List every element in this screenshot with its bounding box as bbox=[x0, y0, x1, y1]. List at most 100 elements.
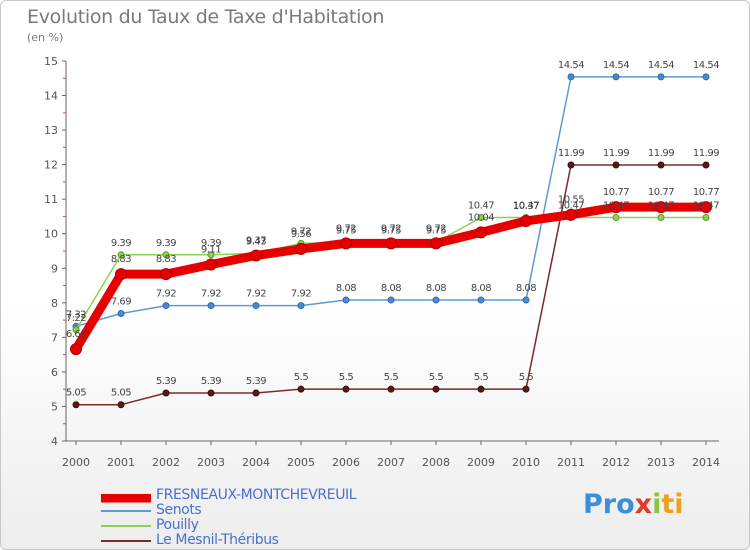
series-senots-point bbox=[252, 302, 260, 310]
x-tick-label: 2005 bbox=[287, 456, 315, 469]
series-le-mesnil-label: 5.5 bbox=[294, 372, 309, 383]
series-fresneaux-point bbox=[700, 201, 712, 214]
series-le-mesnil-label: 5.5 bbox=[384, 372, 399, 383]
series-fresneaux-label: 10.77 bbox=[648, 187, 674, 198]
series-le-mesnil-label: 5.5 bbox=[474, 372, 489, 383]
legend-label: Pouilly bbox=[156, 517, 199, 533]
series-le-mesnil-label: 5.39 bbox=[156, 376, 176, 387]
series-senots-label: 7.32 bbox=[66, 309, 86, 320]
series-le-mesnil-point bbox=[522, 385, 530, 393]
series-fresneaux-point bbox=[475, 226, 487, 239]
chart-title: Evolution du Taux de Taxe d'Habitation bbox=[27, 6, 385, 28]
series-le-mesnil-label: 5.39 bbox=[246, 376, 266, 387]
series-le-mesnil-point bbox=[567, 161, 575, 169]
series-senots-label: 8.08 bbox=[516, 283, 536, 294]
series-le-mesnil-point bbox=[612, 161, 620, 169]
series-fresneaux-point bbox=[250, 249, 262, 262]
series-le-mesnil-point bbox=[342, 385, 350, 393]
series-fresneaux-point bbox=[115, 268, 127, 281]
series-fresneaux-point bbox=[205, 258, 217, 271]
legend-item: FRESNEAUX-MONTCHEVREUIL bbox=[101, 487, 441, 503]
series-pouilly-point bbox=[207, 251, 215, 259]
series-pouilly-label: 9.39 bbox=[201, 238, 221, 249]
x-tick-label: 2006 bbox=[332, 456, 360, 469]
chart-legend: FRESNEAUX-MONTCHEVREUIL Senots Pouilly L… bbox=[101, 487, 441, 548]
x-tick-label: 2014 bbox=[692, 456, 720, 469]
x-tick-label: 2011 bbox=[557, 456, 585, 469]
y-tick-label: 11 bbox=[44, 193, 58, 206]
series-pouilly-label: 9.75 bbox=[336, 225, 356, 236]
series-le-mesnil-point bbox=[702, 161, 710, 169]
series-senots-point bbox=[432, 296, 440, 304]
series-fresneaux-point bbox=[565, 208, 577, 221]
series-fresneaux-point bbox=[295, 242, 307, 255]
series-senots-point bbox=[117, 310, 125, 318]
series-le-mesnil-point bbox=[162, 389, 170, 397]
series-fresneaux-label: 9.72 bbox=[426, 223, 446, 234]
y-tick-label: 15 bbox=[44, 55, 58, 68]
series-senots-point bbox=[387, 296, 395, 304]
series-le-mesnil-point bbox=[72, 401, 80, 409]
legend-swatch-1 bbox=[101, 494, 151, 503]
series-fresneaux-point bbox=[160, 268, 172, 281]
y-tick-label: 4 bbox=[51, 435, 58, 448]
series-le-mesnil-label: 5.5 bbox=[519, 372, 534, 383]
series-pouilly-point bbox=[612, 213, 620, 221]
series-senots-point bbox=[162, 302, 170, 310]
legend-item: Le Mesnil-Théribus bbox=[101, 532, 441, 548]
series-pouilly-label: 10.47 bbox=[468, 200, 494, 211]
series-le-mesnil-point bbox=[657, 161, 665, 169]
series-fresneaux-point bbox=[610, 201, 622, 214]
x-tick-label: 2009 bbox=[467, 456, 495, 469]
series-le-mesnil-label: 5.05 bbox=[111, 388, 131, 399]
series-le-mesnil-label: 11.99 bbox=[693, 148, 719, 159]
series-fresneaux-point bbox=[385, 237, 397, 250]
y-tick-label: 9 bbox=[51, 262, 58, 275]
series-senots-label: 8.08 bbox=[336, 283, 356, 294]
series-le-mesnil-point bbox=[117, 401, 125, 409]
chart-unit: (en %) bbox=[27, 31, 64, 44]
legend-swatch-2 bbox=[101, 510, 151, 512]
y-tick-label: 8 bbox=[51, 297, 58, 310]
series-senots-point bbox=[657, 73, 665, 81]
legend-label: FRESNEAUX-MONTCHEVREUIL bbox=[156, 487, 357, 503]
series-pouilly-label: 9.75 bbox=[381, 225, 401, 236]
series-fresneaux-point bbox=[520, 214, 532, 227]
y-tick-label: 5 bbox=[51, 400, 58, 413]
x-tick-label: 2002 bbox=[152, 456, 180, 469]
series-senots-label: 14.54 bbox=[693, 60, 719, 71]
series-le-mesnil-point bbox=[432, 385, 440, 393]
series-fresneaux-label: 6.66 bbox=[66, 329, 86, 340]
x-tick-label: 2007 bbox=[377, 456, 405, 469]
legend-swatch-3 bbox=[101, 525, 151, 527]
x-tick-label: 2003 bbox=[197, 456, 225, 469]
series-pouilly-label: 10.47 bbox=[648, 200, 674, 211]
series-fresneaux-point bbox=[340, 237, 352, 250]
series-pouilly-label: 10.47 bbox=[558, 200, 584, 211]
series-pouilly-label: 9.39 bbox=[111, 238, 131, 249]
series-le-mesnil-label: 5.05 bbox=[66, 388, 86, 399]
series-senots-point bbox=[342, 296, 350, 304]
x-tick-label: 2001 bbox=[107, 456, 135, 469]
series-le-mesnil-point bbox=[477, 385, 485, 393]
series-senots-point bbox=[207, 302, 215, 310]
y-tick-label: 10 bbox=[44, 228, 58, 241]
series-le-mesnil-label: 11.99 bbox=[558, 148, 584, 159]
series-le-mesnil-label: 5.39 bbox=[201, 376, 221, 387]
series-senots-label: 8.08 bbox=[471, 283, 491, 294]
y-tick-label: 6 bbox=[51, 366, 58, 379]
series-senots-point bbox=[477, 296, 485, 304]
series-fresneaux-point bbox=[430, 237, 442, 250]
series-fresneaux-point bbox=[655, 201, 667, 214]
x-tick-label: 2000 bbox=[62, 456, 90, 469]
series-le-mesnil-label: 5.5 bbox=[339, 372, 354, 383]
series-fresneaux-label: 9.37 bbox=[246, 235, 266, 246]
series-fresneaux-label: 10.77 bbox=[693, 187, 719, 198]
series-fresneaux-point bbox=[70, 343, 82, 356]
legend-swatch-4 bbox=[101, 540, 151, 542]
series-senots-point bbox=[522, 296, 530, 304]
series-senots-label: 7.69 bbox=[111, 297, 131, 308]
x-tick-label: 2008 bbox=[422, 456, 450, 469]
